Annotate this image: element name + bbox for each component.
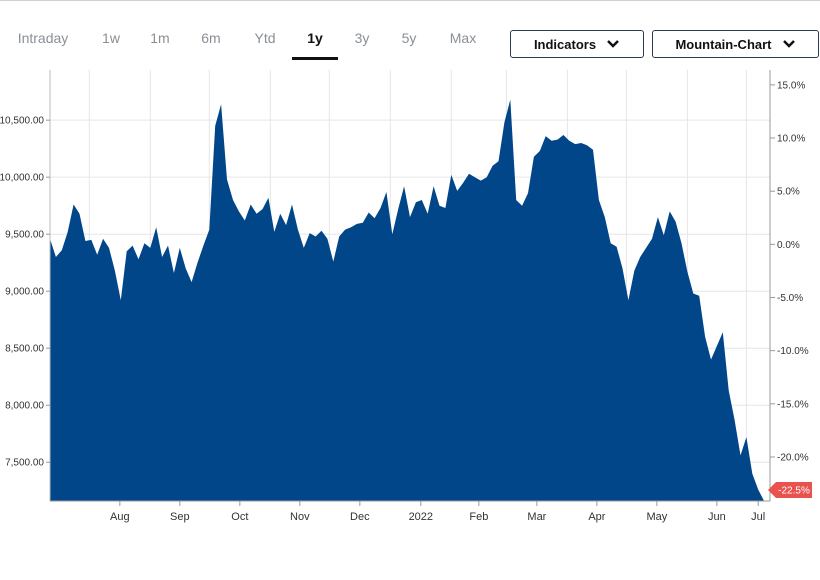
y2-tick-label: 15.0% <box>777 80 805 91</box>
change-badge: -22.5% <box>768 482 812 498</box>
y2-tick-label: -10.0% <box>777 346 809 357</box>
y-tick-label: 8,500.00 <box>5 344 44 355</box>
change-badge-shape <box>768 482 812 498</box>
tab-1m[interactable]: 1m <box>150 30 170 46</box>
y2-tick-label: 10.0% <box>777 134 805 145</box>
x-tick-label: Oct <box>231 511 248 523</box>
top-border <box>0 0 820 1</box>
tab-3y[interactable]: 3y <box>354 30 370 46</box>
price-area <box>50 99 770 501</box>
x-tick-label: Apr <box>588 511 605 523</box>
tab-ytd[interactable]: Ytd <box>254 30 276 46</box>
x-axis-ticks: Aug Sep Oct Nov Dec 2022 Feb Mar Apr May Jun Jul <box>110 501 765 523</box>
tab-max[interactable]: Max <box>449 30 477 46</box>
tab-1w[interactable]: 1w <box>102 30 120 46</box>
chevron-down-icon <box>782 37 796 52</box>
y-tick-label: 9,500.00 <box>5 230 44 241</box>
y2-tick-label: -15.0% <box>777 399 809 410</box>
y-axis-ticks: 7,500.00 8,000.00 8,500.00 9,000.00 9,500.00… <box>0 116 50 469</box>
tab-5y[interactable]: 5y <box>401 30 417 46</box>
y-tick-label: 10,500.00 <box>0 116 44 127</box>
chart-type-dropdown[interactable]: Mountain-Chart <box>652 30 819 58</box>
x-tick-label: 2022 <box>409 511 433 523</box>
x-tick-label: May <box>646 511 667 523</box>
y-tick-label: 8,000.00 <box>5 401 44 412</box>
y2-axis-ticks: 15.0% 10.0% 5.0% 0.0% -5.0% -10.0% -15.0% -20.0… <box>770 80 809 463</box>
chevron-down-icon <box>606 37 620 52</box>
x-tick-label: Jul <box>751 511 765 523</box>
y-tick-label: 9,000.00 <box>5 287 44 298</box>
x-tick-label: Dec <box>350 511 370 523</box>
y-tick-label: 10,000.00 <box>0 173 44 184</box>
indicators-label: Indicators <box>533 36 597 52</box>
x-tick-label: Jun <box>708 511 726 523</box>
x-tick-label: Sep <box>170 511 190 523</box>
y-tick-label: 7,500.00 <box>5 458 44 469</box>
y2-tick-label: 5.0% <box>777 187 800 198</box>
x-tick-label: Mar <box>527 511 546 523</box>
y2-tick-label: -5.0% <box>777 293 803 304</box>
y2-tick-label: -20.0% <box>777 452 809 463</box>
tab-1y[interactable]: 1y <box>307 30 323 46</box>
x-tick-label: Aug <box>110 511 130 523</box>
tab-intraday[interactable]: Intraday <box>17 30 69 46</box>
x-tick-label: Feb <box>469 511 488 523</box>
range-tabs: Intraday 1w 1m 6m Ytd 1y 3y 5y Max <box>0 0 500 60</box>
active-tab-underline <box>292 57 338 60</box>
change-badge-label: -22.5% <box>778 486 810 497</box>
axes <box>49 70 771 502</box>
tab-6m[interactable]: 6m <box>201 30 221 46</box>
x-tick-label: Nov <box>290 511 310 523</box>
chart-type-label: Mountain-Chart <box>675 36 772 52</box>
indicators-dropdown[interactable]: Indicators <box>510 30 644 58</box>
y2-tick-label: 0.0% <box>777 240 800 251</box>
